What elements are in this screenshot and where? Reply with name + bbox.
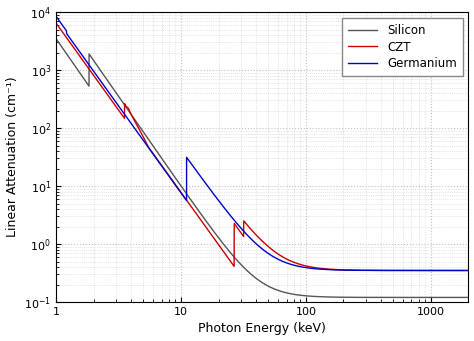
Germanium <box>399 268 404 272</box>
Germanium <box>345 268 350 272</box>
CZT <box>399 268 405 272</box>
CZT <box>364 268 370 272</box>
Germanium <box>388 268 393 272</box>
Germanium <box>295 264 301 268</box>
CZT <box>53 21 59 25</box>
Silicon <box>166 167 172 171</box>
CZT <box>321 267 327 271</box>
Legend: Silicon, CZT, Germanium: Silicon, CZT, Germanium <box>342 18 463 76</box>
Line: CZT: CZT <box>56 23 468 270</box>
Germanium <box>96 76 101 80</box>
Germanium <box>465 268 471 272</box>
CZT <box>310 265 315 269</box>
Germanium <box>53 14 59 18</box>
Silicon <box>53 36 59 41</box>
Y-axis label: Linear Attenuation (cm⁻¹): Linear Attenuation (cm⁻¹) <box>6 77 18 237</box>
Silicon <box>337 295 343 299</box>
Silicon <box>465 295 471 299</box>
Silicon <box>245 269 250 273</box>
Line: Germanium: Germanium <box>56 16 468 270</box>
Germanium <box>354 268 359 272</box>
CZT <box>300 263 305 267</box>
Silicon <box>405 295 410 299</box>
X-axis label: Photon Energy (keV): Photon Energy (keV) <box>198 323 326 336</box>
Line: Silicon: Silicon <box>56 39 468 297</box>
CZT <box>465 268 471 272</box>
Silicon <box>346 295 352 299</box>
Silicon <box>349 295 355 299</box>
CZT <box>243 222 249 226</box>
